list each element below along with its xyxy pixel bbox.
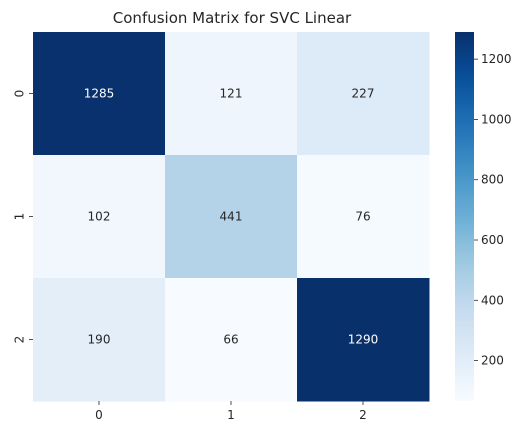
cell-value-1-1: 441 xyxy=(220,210,243,224)
x-tick-label: 2 xyxy=(359,408,367,422)
heatmap-cell-1-0 xyxy=(33,155,166,279)
colorbar-tick-label: 1000 xyxy=(481,112,512,126)
chart-title: Confusion Matrix for SVC Linear xyxy=(113,9,352,27)
cell-value-2-1: 66 xyxy=(223,333,238,347)
heatmap-cell-0-2 xyxy=(297,32,430,156)
cell-value-1-0: 102 xyxy=(88,210,111,224)
heatmap-cells: 1285 121 227 102 441 76 190 66 1290 xyxy=(33,32,430,402)
colorbar-tick-label: 200 xyxy=(481,354,504,368)
cell-value-2-2: 1290 xyxy=(348,333,379,347)
cell-value-2-0: 190 xyxy=(88,333,111,347)
heatmap-cell-2-1 xyxy=(165,278,298,402)
cell-value-0-0: 1285 xyxy=(84,87,115,101)
x-axis: 0 1 2 xyxy=(95,401,367,422)
colorbar-tick-label: 400 xyxy=(481,293,504,307)
cell-value-0-2: 227 xyxy=(352,87,375,101)
y-axis: 0 1 2 xyxy=(13,90,33,344)
x-tick-label: 1 xyxy=(227,408,235,422)
y-tick-label: 2 xyxy=(13,336,27,344)
heatmap-cell-2-2 xyxy=(297,278,430,402)
colorbar-axis: 200 400 600 800 1000 1200 xyxy=(474,52,512,368)
y-tick-label: 1 xyxy=(13,213,27,221)
heatmap-cell-1-1 xyxy=(165,155,298,279)
colorbar-tick-label: 600 xyxy=(481,233,504,247)
cell-value-1-2: 76 xyxy=(355,210,370,224)
colorbar-tick-label: 800 xyxy=(481,173,504,187)
cell-value-0-1: 121 xyxy=(220,87,243,101)
heatmap-cell-1-2 xyxy=(297,155,430,279)
heatmap-cell-0-0 xyxy=(33,32,166,156)
colorbar-tick-label: 1200 xyxy=(481,52,512,66)
x-tick-label: 0 xyxy=(95,408,103,422)
heatmap-cell-2-0 xyxy=(33,278,166,402)
heatmap-cell-0-1 xyxy=(165,32,298,156)
y-tick-label: 0 xyxy=(13,90,27,98)
colorbar xyxy=(455,32,474,401)
